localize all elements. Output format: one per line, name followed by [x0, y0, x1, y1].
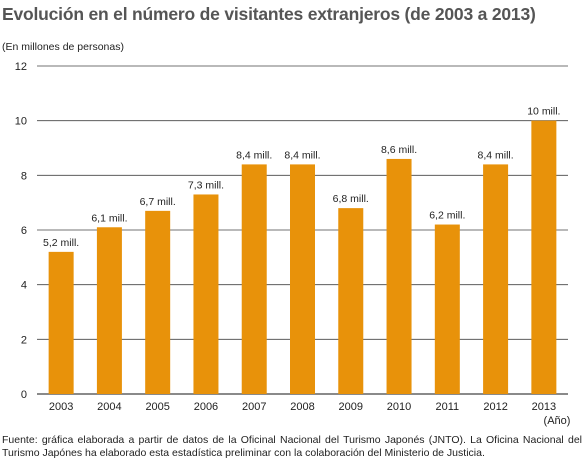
bar-2008	[290, 164, 315, 394]
bar-chart: 0 2 4 6 8 10 12 5,2 mill. 6,1 mill. 6,7 mill. 7,3…	[15, 61, 571, 427]
bar-2005	[145, 210, 171, 394]
y-tick-label-2: 2	[21, 334, 27, 346]
y-tick-label-0: 0	[21, 389, 27, 401]
x-tick-label-2004: 2004	[97, 401, 121, 413]
x-tick-label-2013: 2013	[532, 401, 556, 413]
bar-2009	[338, 208, 364, 394]
chart-title: Evolución en el número de visitantes ext…	[2, 4, 536, 24]
data-label-2013: 10 mill.	[527, 106, 560, 118]
data-labels: 5,2 mill. 6,1 mill. 6,7 mill. 7,3 mill. 8,4 …	[43, 106, 560, 249]
x-tick-label-2008: 2008	[290, 401, 314, 413]
x-tick-label-2012: 2012	[483, 401, 507, 413]
source-note: Fuente: gráfica elaborada a partir de da…	[2, 434, 582, 459]
data-label-2012: 8,4 mill.	[477, 149, 513, 161]
x-tick-label-2006: 2006	[194, 401, 218, 413]
bar-2010	[386, 158, 412, 394]
data-label-2005: 6,7 mill.	[140, 196, 176, 208]
x-axis-title: (Año)	[544, 415, 571, 427]
data-label-2010: 8,6 mill.	[381, 144, 417, 156]
data-label-2008: 8,4 mill.	[284, 149, 320, 161]
data-label-2003: 5,2 mill.	[43, 237, 79, 249]
x-axis-ticks: 2003 2004 2005 2006 2007 2008 2009 2010 2011 2012…	[49, 401, 556, 413]
y-axis-unit-label: (En millones de personas)	[2, 41, 124, 53]
y-tick-label-10: 10	[15, 116, 27, 128]
x-tick-label-2009: 2009	[339, 401, 363, 413]
bar-2007	[241, 164, 267, 394]
x-tick-label-2011: 2011	[435, 401, 459, 413]
data-label-2007: 8,4 mill.	[236, 149, 272, 161]
y-tick-label-6: 6	[21, 225, 27, 237]
y-tick-label-12: 12	[15, 61, 27, 73]
data-label-2006: 7,3 mill.	[188, 179, 224, 191]
bar-2004	[96, 227, 122, 394]
x-tick-label-2010: 2010	[387, 401, 411, 413]
data-label-2004: 6,1 mill.	[91, 212, 127, 224]
x-tick-label-2005: 2005	[145, 401, 169, 413]
data-label-2009: 6,8 mill.	[333, 193, 369, 205]
bar-2003	[48, 251, 74, 394]
gridlines	[37, 65, 568, 395]
bars	[48, 120, 557, 395]
bar-2006	[193, 194, 219, 394]
bar-2011	[434, 224, 460, 394]
bar-2012	[483, 164, 509, 394]
y-tick-label-4: 4	[21, 280, 27, 292]
x-tick-label-2003: 2003	[49, 401, 73, 413]
y-axis-ticks: 0 2 4 6 8 10 12	[15, 61, 27, 401]
data-label-2011: 6,2 mill.	[429, 210, 465, 222]
x-tick-label-2007: 2007	[242, 401, 266, 413]
y-tick-label-8: 8	[21, 170, 27, 182]
bar-2013	[531, 120, 557, 395]
